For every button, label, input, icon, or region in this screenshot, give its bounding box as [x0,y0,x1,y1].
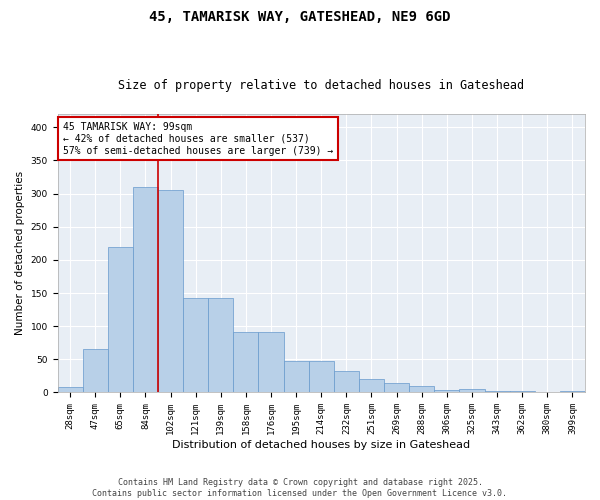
Bar [284,360,309,392]
X-axis label: Distribution of detached houses by size in Gateshead: Distribution of detached houses by size … [172,440,470,450]
Bar [509,391,535,392]
Bar [460,389,485,392]
Text: 45, TAMARISK WAY, GATESHEAD, NE9 6GD: 45, TAMARISK WAY, GATESHEAD, NE9 6GD [149,10,451,24]
Bar [58,387,83,392]
Bar [108,246,133,392]
Bar [158,190,183,392]
Bar [309,360,334,392]
Bar [384,383,409,392]
Bar [434,390,460,392]
Y-axis label: Number of detached properties: Number of detached properties [15,171,25,336]
Bar [208,298,233,392]
Bar [334,372,359,392]
Bar [133,187,158,392]
Bar [233,332,259,392]
Bar [83,350,108,393]
Text: 45 TAMARISK WAY: 99sqm
← 42% of detached houses are smaller (537)
57% of semi-de: 45 TAMARISK WAY: 99sqm ← 42% of detached… [63,122,333,156]
Text: Contains HM Land Registry data © Crown copyright and database right 2025.
Contai: Contains HM Land Registry data © Crown c… [92,478,508,498]
Bar [183,298,208,392]
Bar [259,332,284,392]
Bar [560,391,585,392]
Bar [359,378,384,392]
Bar [409,386,434,392]
Title: Size of property relative to detached houses in Gateshead: Size of property relative to detached ho… [118,79,524,92]
Bar [485,391,509,392]
